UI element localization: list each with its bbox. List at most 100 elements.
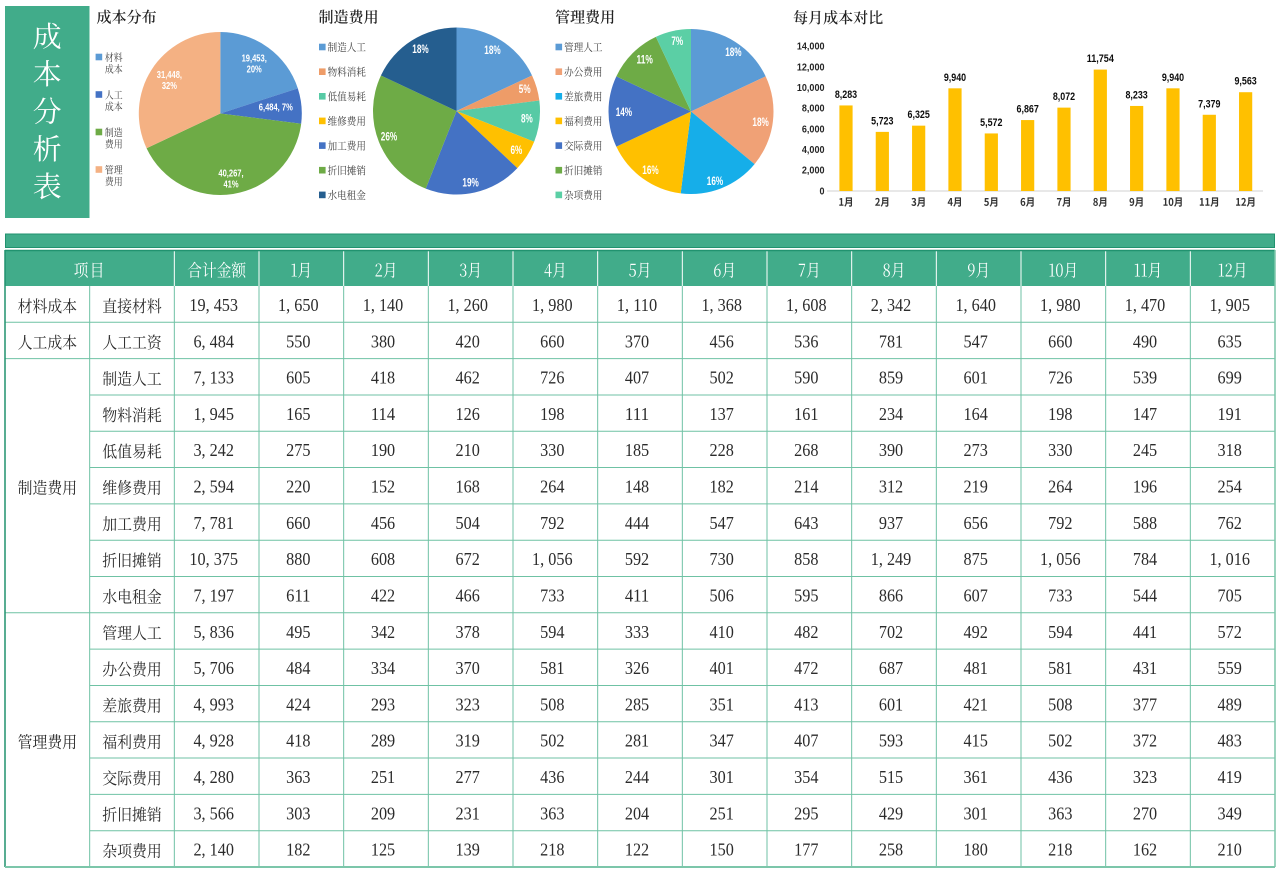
svg-text:781: 781	[879, 331, 903, 351]
svg-text:858: 858	[794, 549, 818, 569]
svg-text:301: 301	[964, 803, 988, 823]
svg-text:319: 319	[456, 731, 480, 751]
svg-text:4, 928: 4, 928	[193, 731, 234, 751]
svg-text:245: 245	[1133, 440, 1157, 460]
svg-text:18%: 18%	[484, 43, 501, 57]
svg-text:228: 228	[710, 440, 734, 460]
svg-text:456: 456	[371, 513, 395, 533]
svg-text:2, 140: 2, 140	[193, 840, 234, 860]
svg-text:411: 411	[625, 586, 649, 606]
svg-text:418: 418	[286, 731, 310, 751]
svg-text:792: 792	[540, 513, 564, 533]
svg-text:32%: 32%	[162, 80, 178, 92]
svg-text:559: 559	[1218, 658, 1242, 678]
svg-text:608: 608	[371, 549, 395, 569]
svg-text:502: 502	[1048, 731, 1072, 751]
svg-text:4, 993: 4, 993	[193, 694, 234, 714]
svg-text:419: 419	[1218, 767, 1242, 787]
svg-text:354: 354	[794, 767, 818, 787]
svg-text:495: 495	[286, 622, 310, 642]
svg-text:508: 508	[540, 694, 564, 714]
svg-text:281: 281	[625, 731, 649, 751]
svg-text:182: 182	[710, 477, 734, 497]
svg-text:210: 210	[1218, 840, 1242, 860]
svg-text:258: 258	[879, 840, 903, 860]
svg-text:349: 349	[1218, 803, 1242, 823]
svg-text:506: 506	[710, 586, 734, 606]
svg-text:12,000: 12,000	[797, 61, 825, 73]
svg-text:6, 484: 6, 484	[193, 331, 234, 351]
svg-text:18%: 18%	[725, 45, 742, 59]
svg-text:611: 611	[286, 586, 310, 606]
svg-text:6,000: 6,000	[802, 123, 825, 135]
svg-text:11%: 11%	[637, 53, 654, 67]
svg-text:504: 504	[456, 513, 480, 533]
svg-text:536: 536	[794, 331, 818, 351]
svg-text:180: 180	[964, 840, 988, 860]
svg-text:285: 285	[625, 694, 649, 714]
svg-text:139: 139	[456, 840, 480, 860]
svg-text:726: 726	[540, 368, 564, 388]
svg-text:502: 502	[540, 731, 564, 751]
svg-text:125: 125	[371, 840, 395, 860]
svg-text:484: 484	[286, 658, 310, 678]
svg-text:762: 762	[1218, 513, 1242, 533]
svg-text:198: 198	[1048, 404, 1072, 424]
svg-text:436: 436	[540, 767, 564, 787]
svg-text:660: 660	[540, 331, 564, 351]
svg-text:441: 441	[1133, 622, 1157, 642]
svg-text:7, 781: 7, 781	[193, 513, 234, 533]
svg-text:9,940: 9,940	[944, 72, 966, 84]
svg-text:490: 490	[1133, 331, 1157, 351]
svg-text:209: 209	[371, 803, 395, 823]
svg-text:730: 730	[710, 549, 734, 569]
svg-text:251: 251	[710, 803, 734, 823]
svg-text:218: 218	[1048, 840, 1072, 860]
svg-text:7,379: 7,379	[1198, 98, 1220, 110]
svg-text:378: 378	[456, 622, 480, 642]
svg-text:547: 547	[710, 513, 734, 533]
svg-text:550: 550	[286, 331, 310, 351]
svg-text:150: 150	[710, 840, 734, 860]
svg-text:152: 152	[371, 477, 395, 497]
svg-text:9,940: 9,940	[1162, 72, 1184, 84]
svg-text:508: 508	[1048, 694, 1072, 714]
svg-text:10,000: 10,000	[797, 82, 825, 94]
svg-text:19,453,: 19,453,	[242, 52, 267, 64]
svg-text:370: 370	[456, 658, 480, 678]
svg-text:733: 733	[1048, 586, 1072, 606]
svg-text:323: 323	[456, 694, 480, 714]
svg-text:581: 581	[1048, 658, 1072, 678]
svg-text:436: 436	[1048, 767, 1072, 787]
svg-text:254: 254	[1218, 477, 1242, 497]
svg-text:377: 377	[1133, 694, 1157, 714]
svg-text:784: 784	[1133, 549, 1157, 569]
svg-text:303: 303	[286, 803, 310, 823]
svg-text:601: 601	[964, 368, 988, 388]
svg-text:635: 635	[1218, 331, 1242, 351]
svg-text:875: 875	[964, 549, 988, 569]
svg-text:1, 650: 1, 650	[278, 295, 319, 315]
svg-text:572: 572	[1218, 622, 1242, 642]
svg-text:6%: 6%	[511, 143, 523, 157]
svg-text:483: 483	[1218, 731, 1242, 751]
svg-text:390: 390	[879, 440, 903, 460]
svg-text:147: 147	[1133, 404, 1157, 424]
svg-text:273: 273	[964, 440, 988, 460]
svg-text:351: 351	[710, 694, 734, 714]
svg-text:20%: 20%	[247, 63, 263, 75]
svg-text:26%: 26%	[381, 130, 398, 144]
svg-text:699: 699	[1218, 368, 1242, 388]
svg-text:185: 185	[625, 440, 649, 460]
svg-text:111: 111	[625, 404, 649, 424]
svg-text:2,000: 2,000	[802, 165, 825, 177]
svg-text:607: 607	[964, 586, 988, 606]
svg-text:234: 234	[879, 404, 903, 424]
svg-text:361: 361	[964, 767, 988, 787]
svg-text:593: 593	[879, 731, 903, 751]
svg-text:264: 264	[1048, 477, 1072, 497]
svg-text:605: 605	[286, 368, 310, 388]
svg-text:122: 122	[625, 840, 649, 860]
svg-text:204: 204	[625, 803, 649, 823]
svg-text:1, 110: 1, 110	[617, 295, 658, 315]
